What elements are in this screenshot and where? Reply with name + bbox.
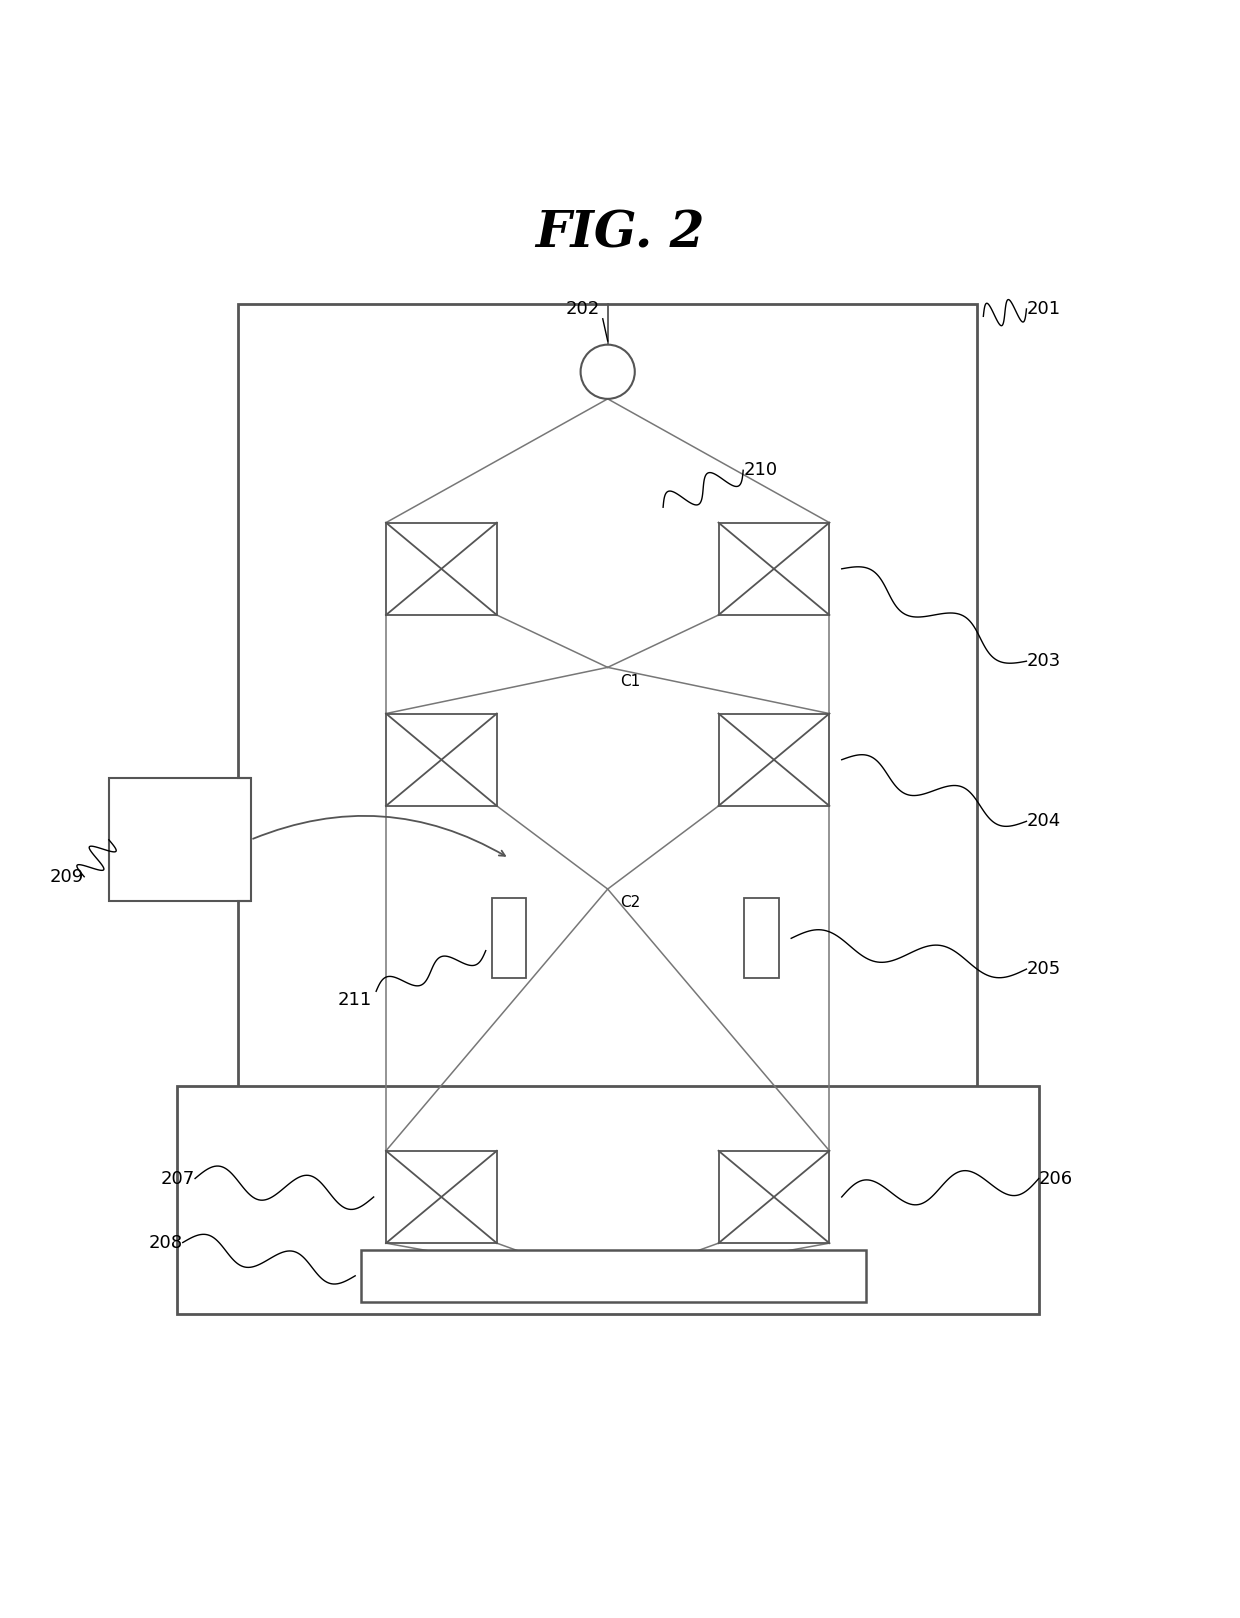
Bar	[386, 714, 497, 806]
Bar	[109, 778, 250, 901]
Text: 205: 205	[1027, 959, 1060, 979]
Bar	[386, 523, 497, 615]
Text: 201: 201	[1027, 299, 1060, 319]
Bar	[492, 898, 527, 979]
Bar	[361, 1251, 867, 1301]
Text: 206: 206	[1039, 1170, 1073, 1188]
Text: 204: 204	[1027, 812, 1060, 830]
Text: 208: 208	[149, 1233, 182, 1252]
Circle shape	[580, 345, 635, 400]
Bar	[176, 1086, 1039, 1314]
Text: 203: 203	[1027, 652, 1060, 670]
Text: 210: 210	[743, 461, 777, 479]
Text: 202: 202	[565, 299, 600, 319]
Text: 207: 207	[161, 1170, 195, 1188]
Text: 209: 209	[50, 867, 84, 885]
Text: FIG. 2: FIG. 2	[536, 209, 704, 259]
Bar	[718, 1150, 830, 1243]
Bar	[386, 1150, 497, 1243]
Text: C1: C1	[620, 673, 640, 689]
Bar	[718, 714, 830, 806]
Bar	[238, 304, 977, 1129]
Text: C2: C2	[620, 895, 640, 911]
Bar	[718, 523, 830, 615]
Bar	[744, 898, 779, 979]
Text: 211: 211	[339, 990, 372, 1010]
